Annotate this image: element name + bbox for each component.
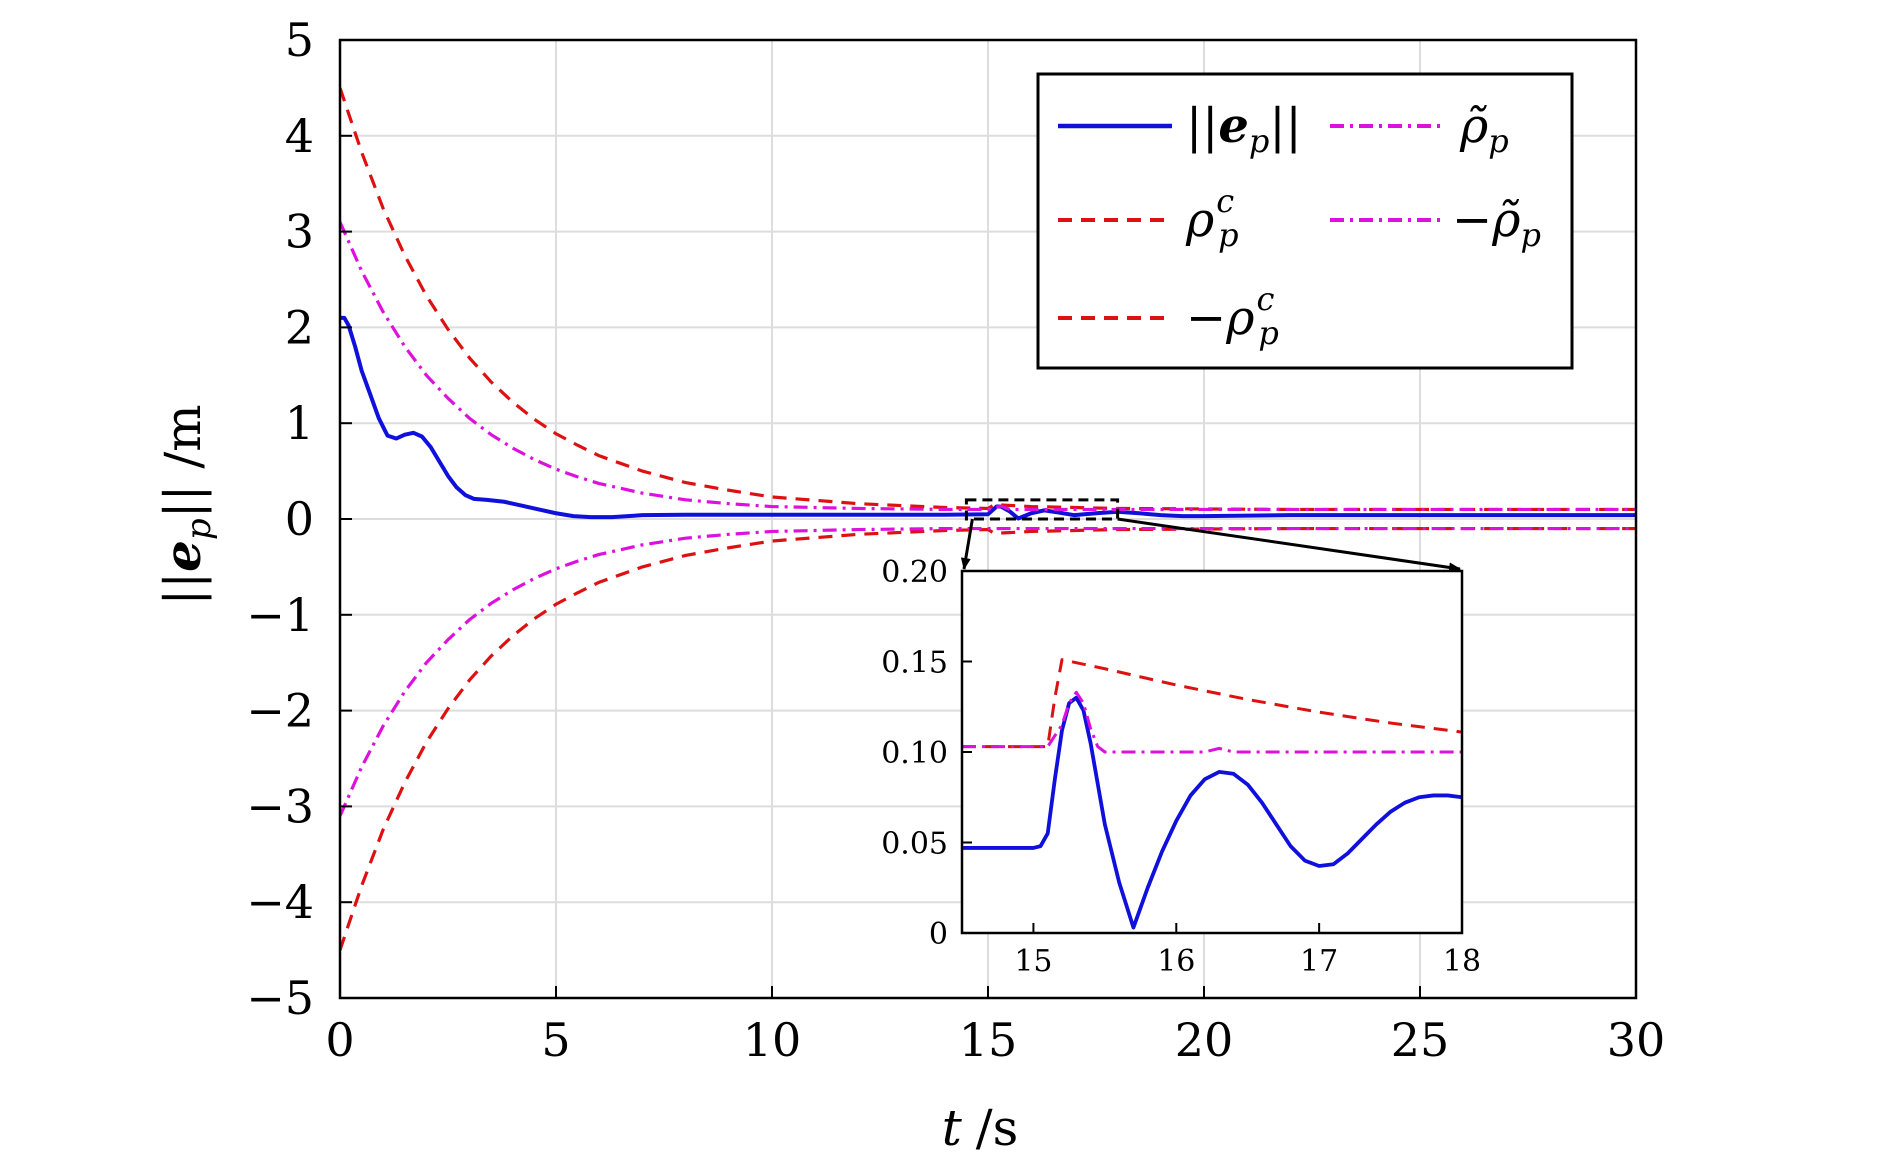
y-tick-label: 2: [285, 300, 314, 354]
y-axis-label: ||ep|| /m: [153, 404, 219, 605]
legend: ||ep|| ρ̃p ρc p −ρ̃p −ρc p: [1036, 72, 1574, 370]
series-line-rho-tilde-neg: [340, 526, 1636, 817]
zoom-arrow-right: [1117, 517, 1461, 573]
y-tick-label: −4: [246, 875, 314, 929]
series-line-rho-tilde-pos: [340, 221, 1636, 512]
y-tick-label: 4: [285, 109, 314, 163]
inset-ticks: [962, 570, 1463, 934]
y-axis-variable: ||ep||: [153, 485, 219, 606]
x-axis-unit: /s: [976, 1099, 1019, 1157]
legend-label-rho-tilde: ρ̃p: [1459, 98, 1509, 160]
inset-x-tick-label: 15: [1014, 944, 1052, 979]
inset-y-tick-label: 0.20: [881, 555, 948, 590]
x-axis-variable: t: [942, 1099, 963, 1157]
y-tick-label: 5: [285, 13, 314, 67]
series-line-rho-c-neg: [340, 526, 1636, 951]
x-tick-label: 15: [959, 1013, 1018, 1067]
zoom-arrow-left: [960, 518, 974, 570]
zoom-arrows: [960, 517, 1461, 573]
legend-label-rho-c: ρc p: [1185, 182, 1239, 254]
series-line-rho-c-pos: [962, 658, 1462, 749]
y-tick-label: −5: [246, 971, 314, 1025]
x-tick-label: 10: [743, 1013, 802, 1067]
main-series: [340, 87, 1636, 951]
x-tick-label: 25: [1391, 1013, 1450, 1067]
inset-background: [962, 571, 1462, 933]
legend-label-neg-rho-c: −ρc p: [1186, 280, 1279, 352]
inset-y-tick-label: 0.10: [881, 736, 948, 771]
inset-x-tick-label: 17: [1300, 944, 1338, 979]
x-tick-label: 0: [325, 1013, 354, 1067]
y-axis-unit: /m: [154, 404, 212, 468]
inset-x-tick-label: 18: [1443, 944, 1481, 979]
y-tick-label: 0: [285, 492, 314, 546]
inset-series: [962, 658, 1462, 930]
y-tick-label: 1: [285, 396, 314, 450]
main-ticks: [339, 39, 1637, 999]
x-axis-label: t/s: [942, 1099, 1019, 1157]
x-tick-label: 30: [1607, 1013, 1666, 1067]
legend-label-ep: ||ep||: [1186, 98, 1302, 160]
y-tick-label: −1: [246, 588, 314, 642]
inset-tick-labels: 15 16 17 18 0.20 0.15 0.10 0.05 0: [881, 555, 1481, 979]
inset-y-tick-label: 0: [929, 917, 948, 952]
series-line-rho-c-pos: [340, 87, 1636, 512]
x-tick-label: 20: [1175, 1013, 1234, 1067]
y-tick-label: −3: [246, 779, 314, 833]
inset-x-tick-label: 16: [1157, 944, 1195, 979]
zoom-region-box: [964, 498, 1120, 521]
y-tick-label: −2: [246, 684, 314, 738]
y-tick-label: 3: [285, 205, 314, 259]
x-tick-label: 5: [541, 1013, 570, 1067]
inset-y-tick-label: 0.15: [881, 646, 948, 681]
series-line-ep: [340, 315, 1636, 521]
inset-y-tick-label: 0.05: [881, 827, 948, 862]
series-line-rho-tilde-pos: [962, 690, 1462, 754]
